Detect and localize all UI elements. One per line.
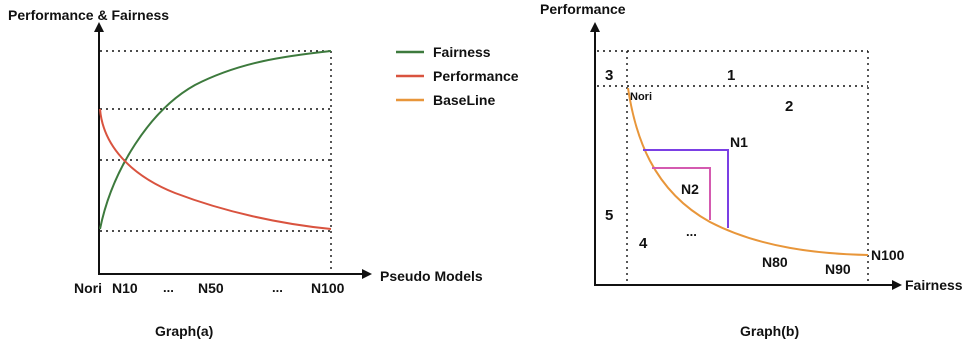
x-tick-ellipsis-2: ... <box>272 280 283 295</box>
point-label-n2: N2 <box>681 181 699 197</box>
region-label-2: 2 <box>785 98 793 115</box>
graph-b-guides <box>597 50 869 283</box>
x-tick-n100: N100 <box>311 280 345 296</box>
point-label-n1: N1 <box>730 134 748 150</box>
graph-b-x-axis-label: Fairness <box>905 277 963 293</box>
region-label-5: 5 <box>605 207 613 224</box>
fairness-curve <box>99 50 332 230</box>
n1-box <box>643 149 729 228</box>
graph-a-x-axis-label: Pseudo Models <box>380 268 483 284</box>
region-label-1: 1 <box>727 67 735 84</box>
x-tick-n10: N10 <box>112 280 138 296</box>
performance-curve <box>99 108 332 230</box>
point-label-ellipsis: ... <box>686 224 697 239</box>
graph-a-y-axis-label: Performance & Fairness <box>8 7 169 23</box>
x-tick-n50: N50 <box>198 280 224 296</box>
graph-b-caption: Graph(b) <box>740 323 799 339</box>
legend-label-performance: Performance <box>433 68 519 84</box>
graph-b: Performance 1 2 3 4 5 Nori N1 N2 ... N80… <box>540 1 963 339</box>
region-label-4: 4 <box>639 235 648 252</box>
point-label-n100: N100 <box>871 247 905 263</box>
legend-label-fairness: Fairness <box>433 44 491 60</box>
point-label-n90: N90 <box>825 261 851 277</box>
baseline-curve <box>627 87 869 256</box>
point-label-n80: N80 <box>762 254 788 270</box>
graph-a-guides <box>100 50 332 273</box>
graph-a-caption: Graph(a) <box>155 323 213 339</box>
x-tick-nori: Nori <box>74 280 102 296</box>
n2-box <box>652 167 711 220</box>
x-tick-ellipsis-1: ... <box>163 280 174 295</box>
legend: Fairness Performance BaseLine <box>396 44 519 108</box>
legend-label-baseline: BaseLine <box>433 92 495 108</box>
graph-a: Performance & Fairness Nori N10 ... N50 … <box>8 7 519 339</box>
region-label-3: 3 <box>605 67 613 84</box>
graph-b-y-axis-label: Performance <box>540 1 626 17</box>
point-label-nori: Nori <box>630 91 652 103</box>
